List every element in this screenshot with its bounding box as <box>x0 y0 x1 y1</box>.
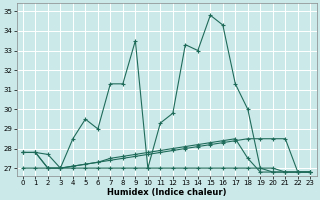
X-axis label: Humidex (Indice chaleur): Humidex (Indice chaleur) <box>107 188 226 197</box>
